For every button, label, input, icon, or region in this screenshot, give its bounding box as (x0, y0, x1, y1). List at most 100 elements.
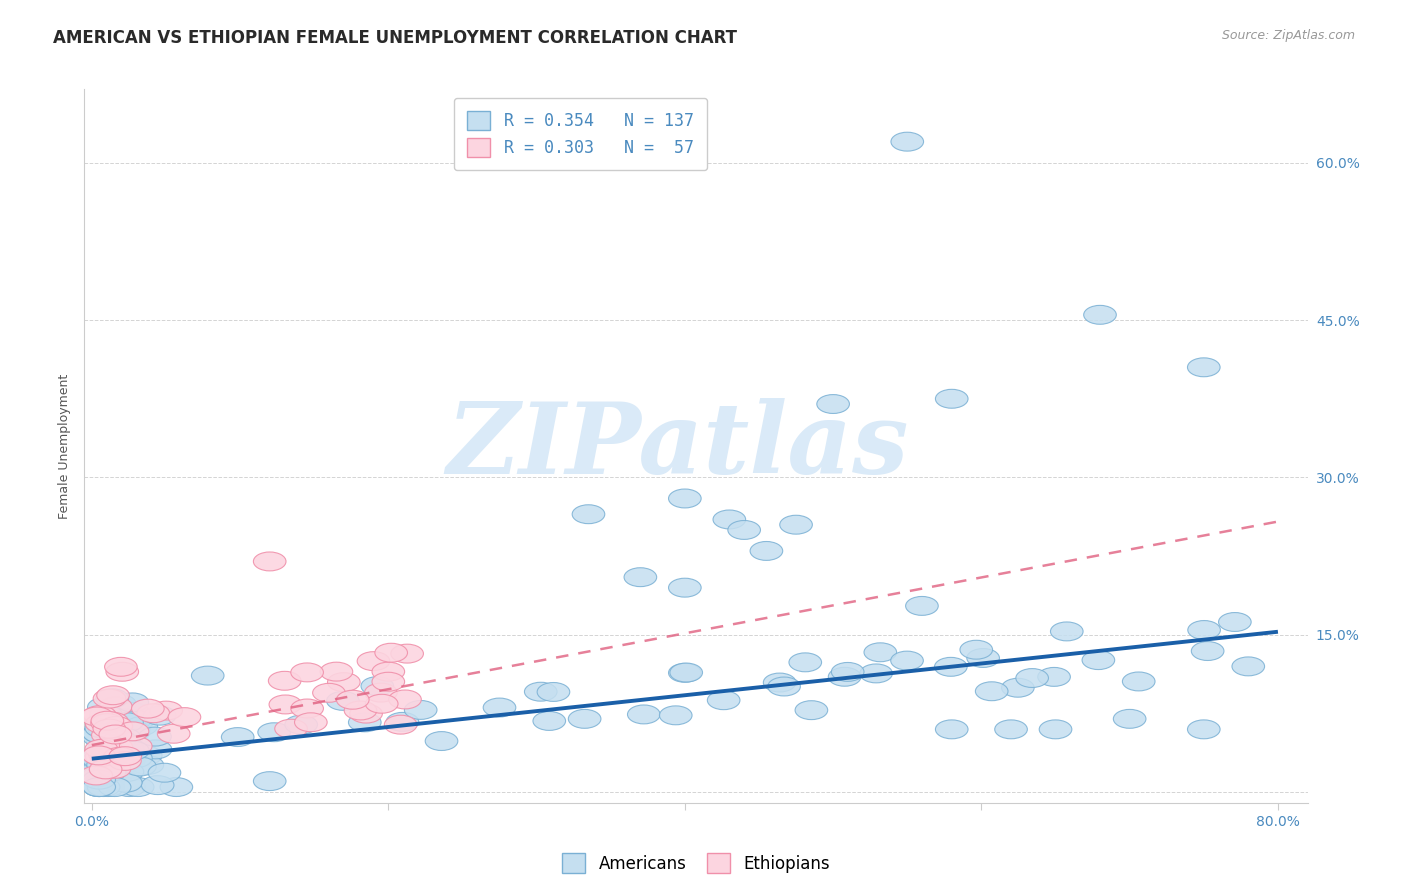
Ellipse shape (93, 719, 125, 738)
Ellipse shape (98, 724, 131, 743)
Ellipse shape (98, 725, 132, 744)
Ellipse shape (312, 683, 346, 702)
Ellipse shape (83, 724, 115, 743)
Ellipse shape (1038, 667, 1070, 686)
Ellipse shape (139, 727, 172, 746)
Ellipse shape (780, 516, 813, 534)
Ellipse shape (384, 715, 418, 734)
Ellipse shape (828, 667, 860, 686)
Ellipse shape (817, 394, 849, 414)
Ellipse shape (291, 699, 323, 718)
Ellipse shape (269, 672, 301, 690)
Ellipse shape (89, 711, 121, 730)
Ellipse shape (160, 778, 193, 797)
Ellipse shape (93, 756, 127, 774)
Ellipse shape (388, 690, 422, 709)
Ellipse shape (83, 773, 115, 792)
Ellipse shape (150, 701, 183, 720)
Ellipse shape (749, 541, 783, 560)
Ellipse shape (83, 778, 115, 797)
Ellipse shape (104, 695, 136, 714)
Ellipse shape (80, 766, 112, 785)
Ellipse shape (221, 728, 254, 747)
Ellipse shape (83, 746, 115, 764)
Ellipse shape (98, 744, 131, 764)
Ellipse shape (891, 651, 924, 670)
Ellipse shape (91, 726, 124, 745)
Ellipse shape (112, 751, 145, 771)
Ellipse shape (865, 643, 897, 662)
Ellipse shape (83, 706, 117, 724)
Ellipse shape (96, 742, 128, 761)
Ellipse shape (831, 663, 865, 681)
Ellipse shape (111, 713, 143, 731)
Ellipse shape (860, 664, 893, 683)
Ellipse shape (568, 709, 600, 728)
Ellipse shape (905, 597, 938, 615)
Ellipse shape (122, 710, 155, 730)
Y-axis label: Female Unemployment: Female Unemployment (58, 374, 72, 518)
Ellipse shape (321, 662, 353, 681)
Ellipse shape (118, 722, 150, 740)
Ellipse shape (87, 778, 120, 797)
Ellipse shape (108, 746, 141, 764)
Ellipse shape (121, 778, 155, 797)
Ellipse shape (117, 741, 149, 760)
Ellipse shape (80, 707, 114, 726)
Ellipse shape (537, 682, 569, 701)
Ellipse shape (89, 720, 121, 739)
Ellipse shape (84, 719, 118, 738)
Ellipse shape (891, 132, 924, 151)
Ellipse shape (713, 510, 745, 529)
Ellipse shape (1188, 358, 1220, 376)
Ellipse shape (728, 521, 761, 540)
Ellipse shape (627, 705, 659, 724)
Ellipse shape (83, 765, 115, 785)
Ellipse shape (253, 552, 285, 571)
Ellipse shape (763, 673, 796, 692)
Ellipse shape (375, 643, 408, 662)
Ellipse shape (86, 759, 118, 778)
Ellipse shape (1114, 709, 1146, 728)
Ellipse shape (935, 657, 967, 676)
Ellipse shape (1017, 669, 1049, 688)
Ellipse shape (93, 690, 125, 708)
Ellipse shape (91, 714, 124, 732)
Ellipse shape (104, 747, 136, 765)
Ellipse shape (391, 644, 423, 663)
Ellipse shape (707, 690, 740, 710)
Ellipse shape (125, 716, 157, 736)
Ellipse shape (326, 691, 360, 710)
Ellipse shape (86, 743, 118, 762)
Ellipse shape (98, 722, 131, 740)
Ellipse shape (100, 738, 132, 756)
Text: AMERICAN VS ETHIOPIAN FEMALE UNEMPLOYMENT CORRELATION CHART: AMERICAN VS ETHIOPIAN FEMALE UNEMPLOYMEN… (53, 29, 737, 46)
Ellipse shape (100, 697, 132, 716)
Ellipse shape (100, 716, 132, 735)
Ellipse shape (131, 756, 163, 774)
Ellipse shape (124, 757, 156, 776)
Ellipse shape (108, 728, 141, 747)
Ellipse shape (533, 712, 565, 731)
Ellipse shape (108, 752, 141, 771)
Text: ZIPatlas: ZIPatlas (447, 398, 908, 494)
Ellipse shape (86, 731, 120, 750)
Ellipse shape (425, 731, 458, 750)
Ellipse shape (294, 713, 328, 731)
Ellipse shape (108, 751, 141, 771)
Ellipse shape (91, 778, 124, 797)
Ellipse shape (98, 778, 131, 797)
Ellipse shape (136, 704, 170, 723)
Ellipse shape (96, 712, 128, 731)
Ellipse shape (90, 739, 122, 757)
Ellipse shape (96, 689, 128, 707)
Ellipse shape (108, 753, 141, 772)
Ellipse shape (132, 699, 165, 718)
Ellipse shape (269, 695, 302, 714)
Ellipse shape (104, 747, 136, 766)
Ellipse shape (111, 728, 143, 747)
Ellipse shape (1122, 672, 1154, 691)
Ellipse shape (364, 683, 398, 702)
Ellipse shape (142, 776, 174, 795)
Ellipse shape (789, 653, 821, 672)
